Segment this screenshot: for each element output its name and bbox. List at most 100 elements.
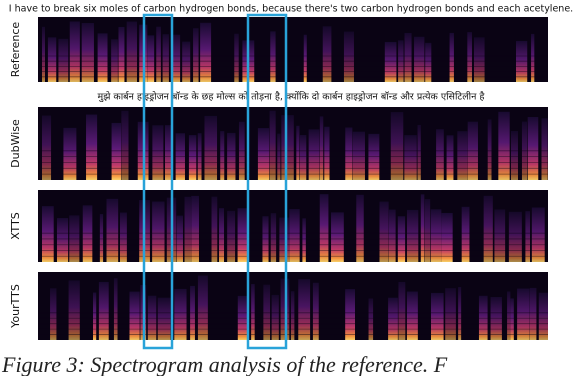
spectrogram-segment	[302, 218, 306, 262]
hindi-text: मुझे कार्बन हाइड्रोजन बॉन्ड के छह मोल्स …	[98, 91, 486, 103]
spectrogram-segment	[56, 218, 69, 262]
spectrogram-segment	[69, 21, 80, 82]
spectrogram-segment	[449, 32, 454, 82]
spectrogram-segment	[237, 208, 248, 262]
panel-label: Reference	[9, 22, 22, 78]
spectrogram-segment	[510, 131, 518, 180]
spectrogram-segment	[525, 211, 530, 262]
spectrogram-segment	[388, 209, 396, 262]
spectrogram-segment	[312, 282, 319, 340]
spectrogram-segment	[157, 297, 171, 340]
spectrogram-segment	[541, 118, 548, 180]
spectrogram-segment	[299, 135, 307, 180]
spectrogram-segment	[251, 284, 255, 340]
spectrogram-segment	[406, 291, 418, 340]
spectrogram-segment	[420, 194, 425, 262]
spectrogram-segment	[431, 292, 444, 340]
spectrogram-segment	[257, 128, 270, 180]
spectrogram-segment	[483, 195, 493, 262]
spectrogram-segment	[50, 288, 57, 340]
spectrogram-segment	[97, 33, 108, 82]
spectrogram-segment	[200, 22, 212, 82]
spectrogram-segment	[113, 278, 118, 340]
spectrogram-segment	[531, 207, 545, 262]
spectrogram-segment	[368, 298, 374, 340]
spectrogram-segment	[281, 115, 294, 180]
spectrogram-segment	[271, 294, 279, 340]
spectrogram-segment	[211, 196, 218, 262]
panel-label: YourTTS	[9, 284, 22, 329]
spectrogram-segment	[303, 34, 307, 82]
spectrogram-segment	[461, 206, 470, 262]
spectrogram-segment	[193, 28, 199, 82]
spectrogram-segment	[165, 125, 173, 180]
spectrogram-segment	[162, 34, 169, 82]
spectrogram-segment	[129, 291, 140, 340]
spectrogram-segment	[86, 114, 98, 180]
spectrogram-segment	[379, 201, 389, 262]
spectrogram-segment	[404, 135, 417, 180]
spectrogram-segment	[42, 115, 52, 180]
spectrogram-segment	[508, 211, 522, 262]
spectrogram-segment	[345, 127, 353, 180]
spectrogram-segment	[331, 212, 344, 262]
spectrogram-segment	[290, 291, 295, 340]
spectrogram-segment	[319, 194, 329, 262]
spectrogram-segment	[42, 26, 46, 82]
spectrogram-segment	[430, 209, 442, 262]
spectrogram-segment	[398, 281, 406, 340]
english-text: I have to break six moles of carbon hydr…	[9, 4, 573, 15]
spectrogram-segment	[404, 32, 412, 82]
spectrogram-segment	[120, 212, 127, 262]
spectrogram-segment	[457, 131, 468, 180]
spectrogram-segment	[220, 131, 225, 180]
spectrogram-segment	[414, 36, 425, 82]
spectrogram-segment	[467, 32, 472, 82]
panel-label: DubWise	[9, 119, 22, 168]
spectrogram-segment	[498, 111, 510, 180]
spectrogram-segment	[126, 21, 137, 82]
spectrogram-segment	[507, 291, 511, 340]
spectrogram-segment	[531, 33, 535, 82]
spectrogram-segment	[182, 41, 191, 82]
spectrogram-segment	[538, 292, 548, 340]
spectrogram-segment	[204, 115, 218, 180]
spectrogram-segment	[174, 288, 187, 340]
spectrogram-segment	[191, 195, 199, 262]
spectrogram-segment	[324, 126, 330, 180]
spectrogram-segment	[446, 135, 454, 180]
spectrogram-segment	[156, 26, 161, 82]
spectrogram-segment	[219, 208, 225, 262]
spectrogram-segment	[517, 288, 530, 340]
spectrogram-segment	[269, 110, 276, 180]
spectrogram-segment	[319, 116, 324, 180]
spectrogram-segment	[494, 209, 506, 262]
spectrogram-segment	[417, 124, 421, 180]
spectrogram-segment	[445, 288, 456, 340]
highlight-box	[246, 13, 288, 350]
spectrogram-segment	[152, 201, 165, 262]
spectrogram-segment	[111, 39, 118, 82]
spectrograms: Reference DubWise XTTS YourTTS	[9, 17, 548, 340]
spectrogram-segment	[188, 135, 197, 180]
spectrogram-segment	[172, 34, 181, 82]
spectrogram-segment	[473, 37, 485, 82]
spectrogram-segment	[356, 194, 364, 262]
spectrogram-segment	[93, 292, 97, 340]
spectrogram-segment	[425, 42, 432, 82]
spectrogram-segment	[184, 196, 192, 262]
spectrogram-segment	[406, 209, 419, 262]
spectrogram-segment	[441, 212, 453, 262]
panel-label: XTTS	[9, 212, 22, 240]
spectrogram-segment	[289, 209, 300, 262]
spectrogram-segment	[234, 33, 239, 82]
spectrogram-segment	[384, 41, 397, 82]
spectrogram-segment	[81, 23, 94, 82]
spectrogram-segment	[343, 31, 354, 82]
spectrogram-segment	[121, 110, 129, 180]
spectrogram-segment	[42, 206, 54, 262]
spectrogram-segment	[296, 125, 300, 180]
spectrogram-segment	[263, 284, 271, 340]
